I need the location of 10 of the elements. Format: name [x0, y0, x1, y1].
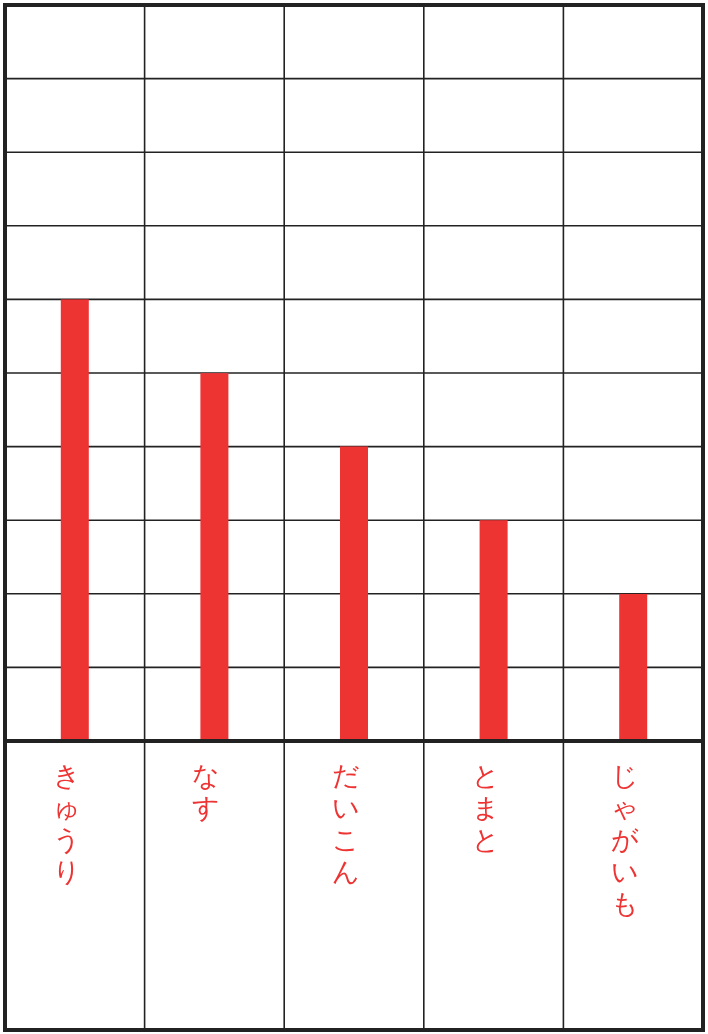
- x-tick-label: なす: [192, 760, 221, 823]
- bar: [619, 593, 648, 741]
- x-tick-label: とまと: [471, 760, 500, 855]
- bar: [479, 520, 508, 741]
- x-tick-label: だいこん: [332, 760, 360, 887]
- x-tick-label: じゃがいも: [611, 760, 640, 919]
- bar: [200, 373, 229, 741]
- bar: [60, 299, 89, 741]
- bar: [340, 446, 368, 741]
- x-tick-label: きゅうり: [52, 760, 81, 887]
